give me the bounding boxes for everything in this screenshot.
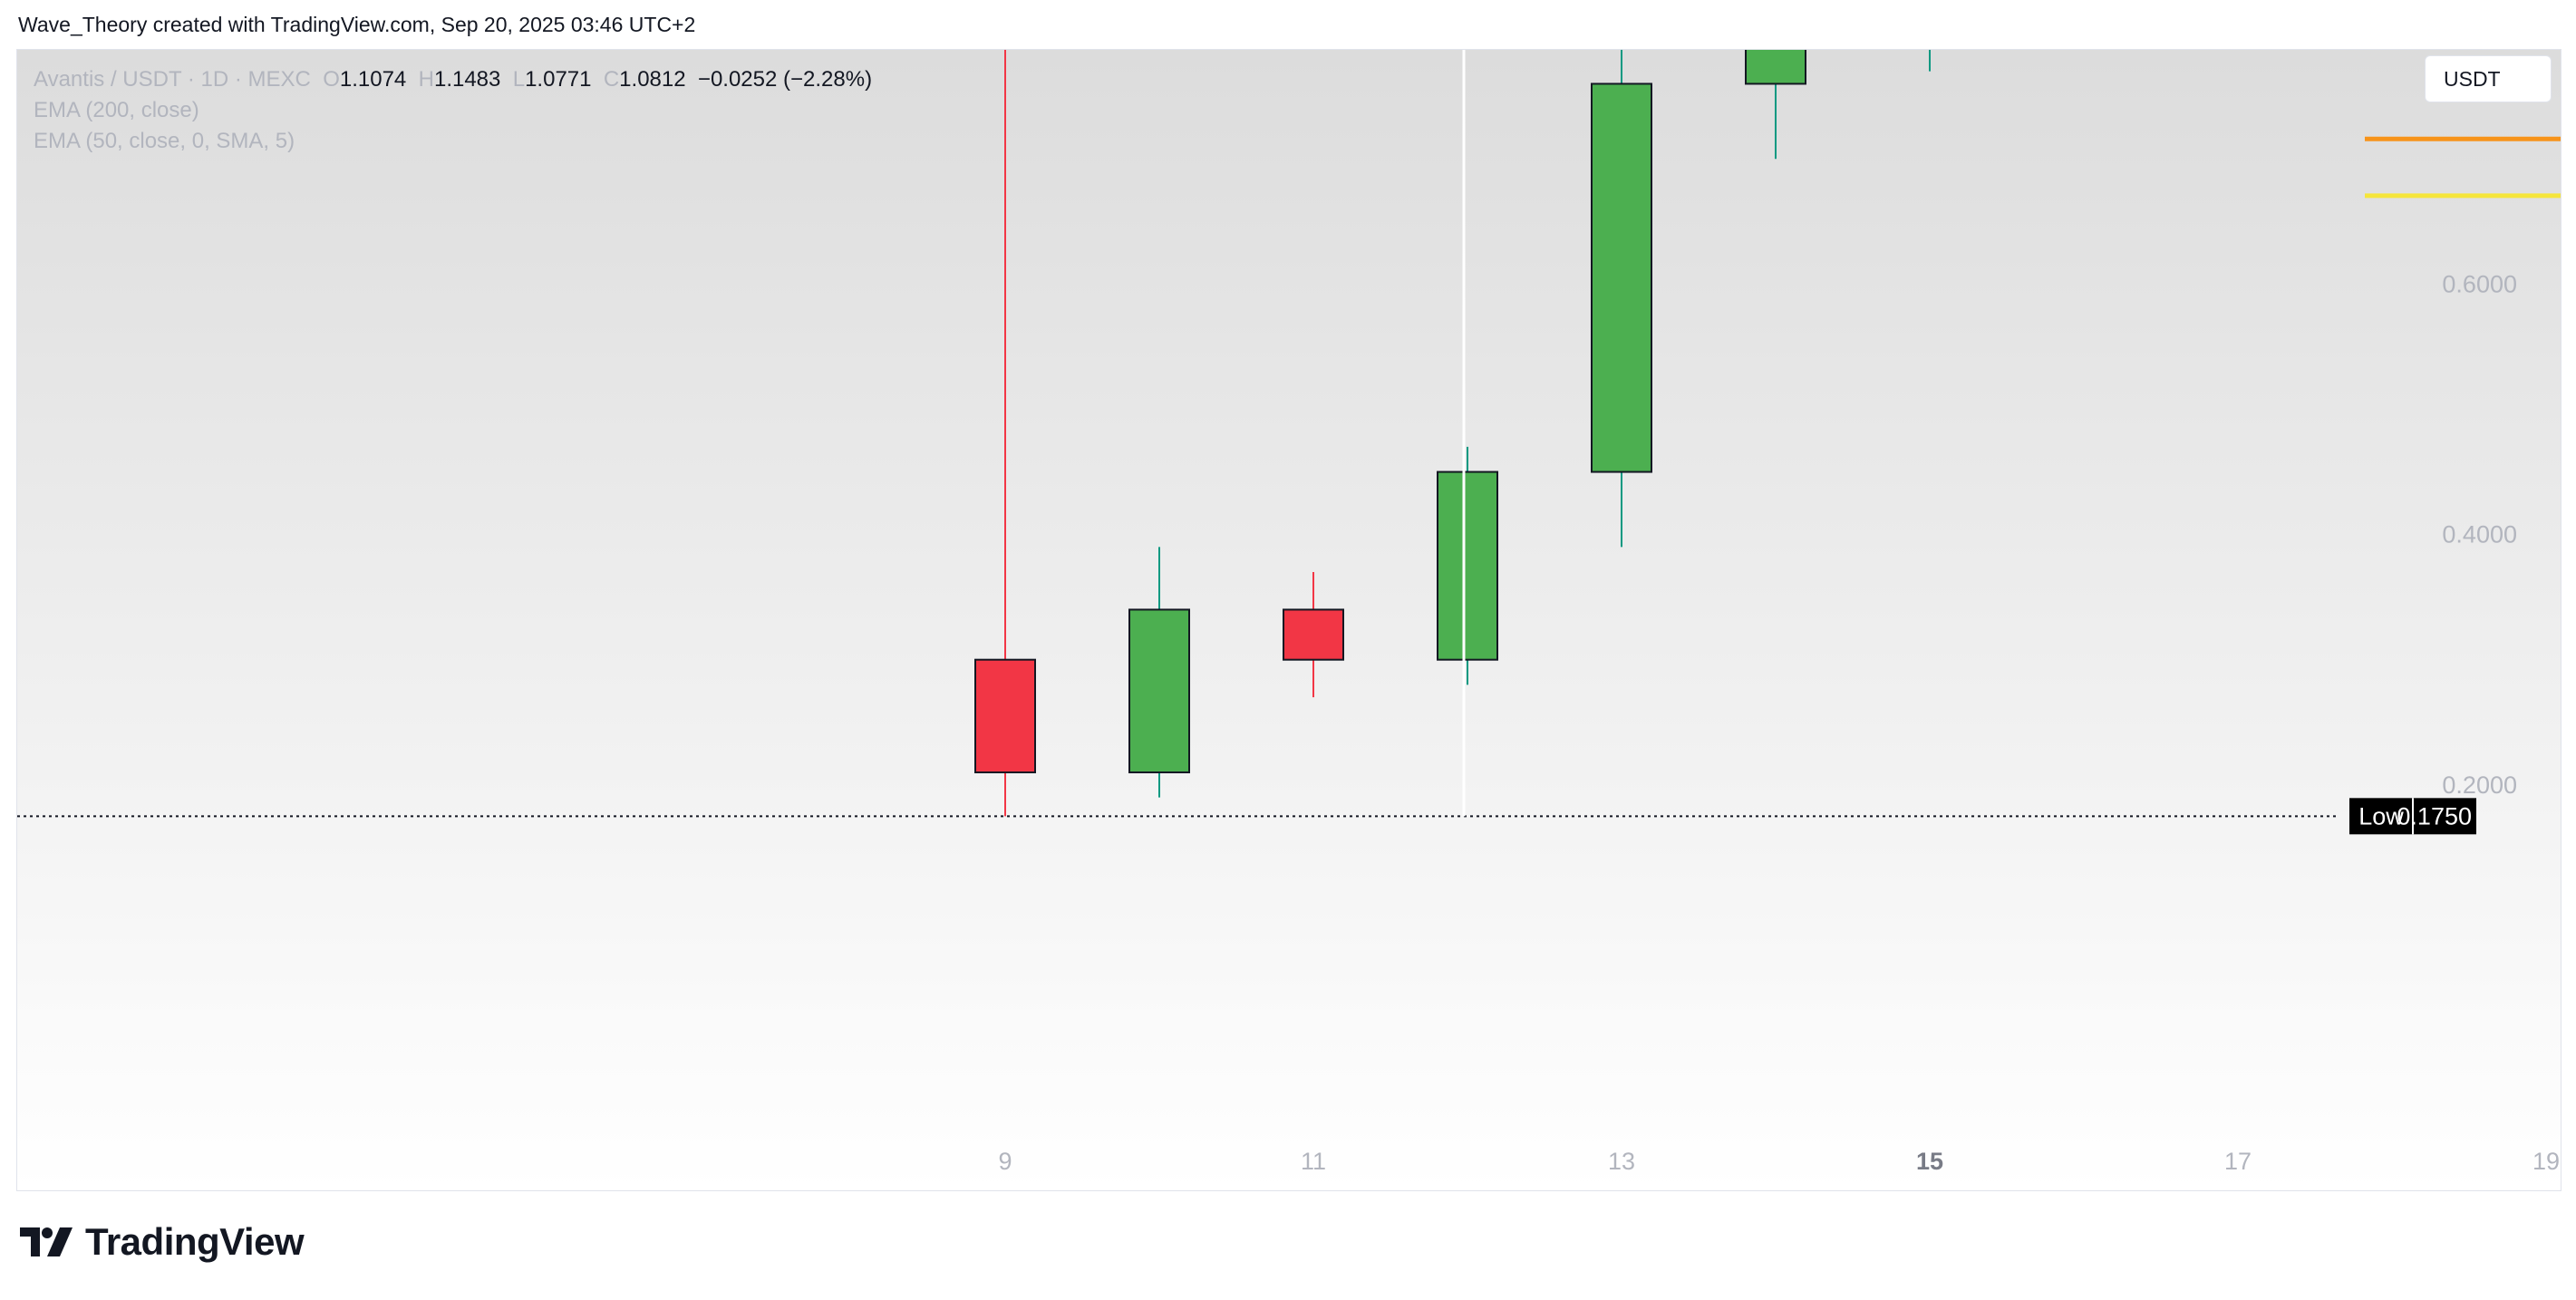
close-label: C [603,67,620,92]
low-label: L [512,67,526,92]
currency-button[interactable]: USDT [2425,55,2552,102]
candle [974,50,1036,817]
candle [1437,446,1498,685]
x-axis-tick-label: 17 [2224,1148,2252,1175]
candle-body [974,658,1036,773]
x-axis-tick-label: 9 [998,1148,1012,1175]
candle [1591,50,1652,548]
symbol-label[interactable]: Avantis / USDT · 1D · MEXC [34,67,311,92]
chart-legend: Avantis / USDT · 1D · MEXC O1.1074 H1.14… [34,64,872,157]
x-axis-tick-label: 19 [2532,1148,2560,1175]
ema-200-label[interactable]: EMA (200, close) [34,98,199,122]
tradingview-logo-icon [20,1227,73,1256]
low-badge-value: 0.1750 [2397,802,2472,829]
open-label: O [323,67,340,92]
candle [1283,572,1344,698]
open-value: 1.1074 [339,67,407,92]
ema-50-label[interactable]: EMA (50, close, 0, SMA, 5) [34,129,295,153]
x-axis-tick-label: 13 [1608,1148,1635,1175]
y-axis-tick-label: 0.4000 [2442,521,2517,548]
chart-area[interactable]: 0.382 (1.0509)0.618 (0.7160)0.65 (0.6706… [16,49,2561,1191]
close-value: 1.0812 [619,67,686,92]
x-axis-tick-label: 11 [1301,1148,1326,1175]
low-value: 1.0771 [525,67,592,92]
candle [1128,547,1190,798]
y-axis-tick-label: 0.2000 [2442,771,2517,799]
x-axis-tick-label: 15 [1916,1148,1943,1175]
tradingview-logo-text: TradingView [85,1220,305,1263]
candle-body [1437,471,1498,661]
candle-body [1283,608,1344,661]
candle-body [1128,608,1190,773]
low-badge-label: Low [2358,802,2404,829]
chart-header-caption: Wave_Theory created with TradingView.com… [18,13,696,36]
candle [1745,50,1806,160]
high-label: H [418,67,434,92]
high-value: 1.1483 [433,67,501,92]
candlestick-chart[interactable]: 0.382 (1.0509)0.618 (0.7160)0.65 (0.6706… [17,50,2561,1190]
change-value: −0.0252 (−2.28%) [697,67,873,92]
tradingview-logo[interactable]: TradingView [20,1220,305,1264]
candle-body [1745,50,1806,85]
y-axis-tick-label: 0.6000 [2442,270,2517,297]
candle-body [1591,82,1652,473]
